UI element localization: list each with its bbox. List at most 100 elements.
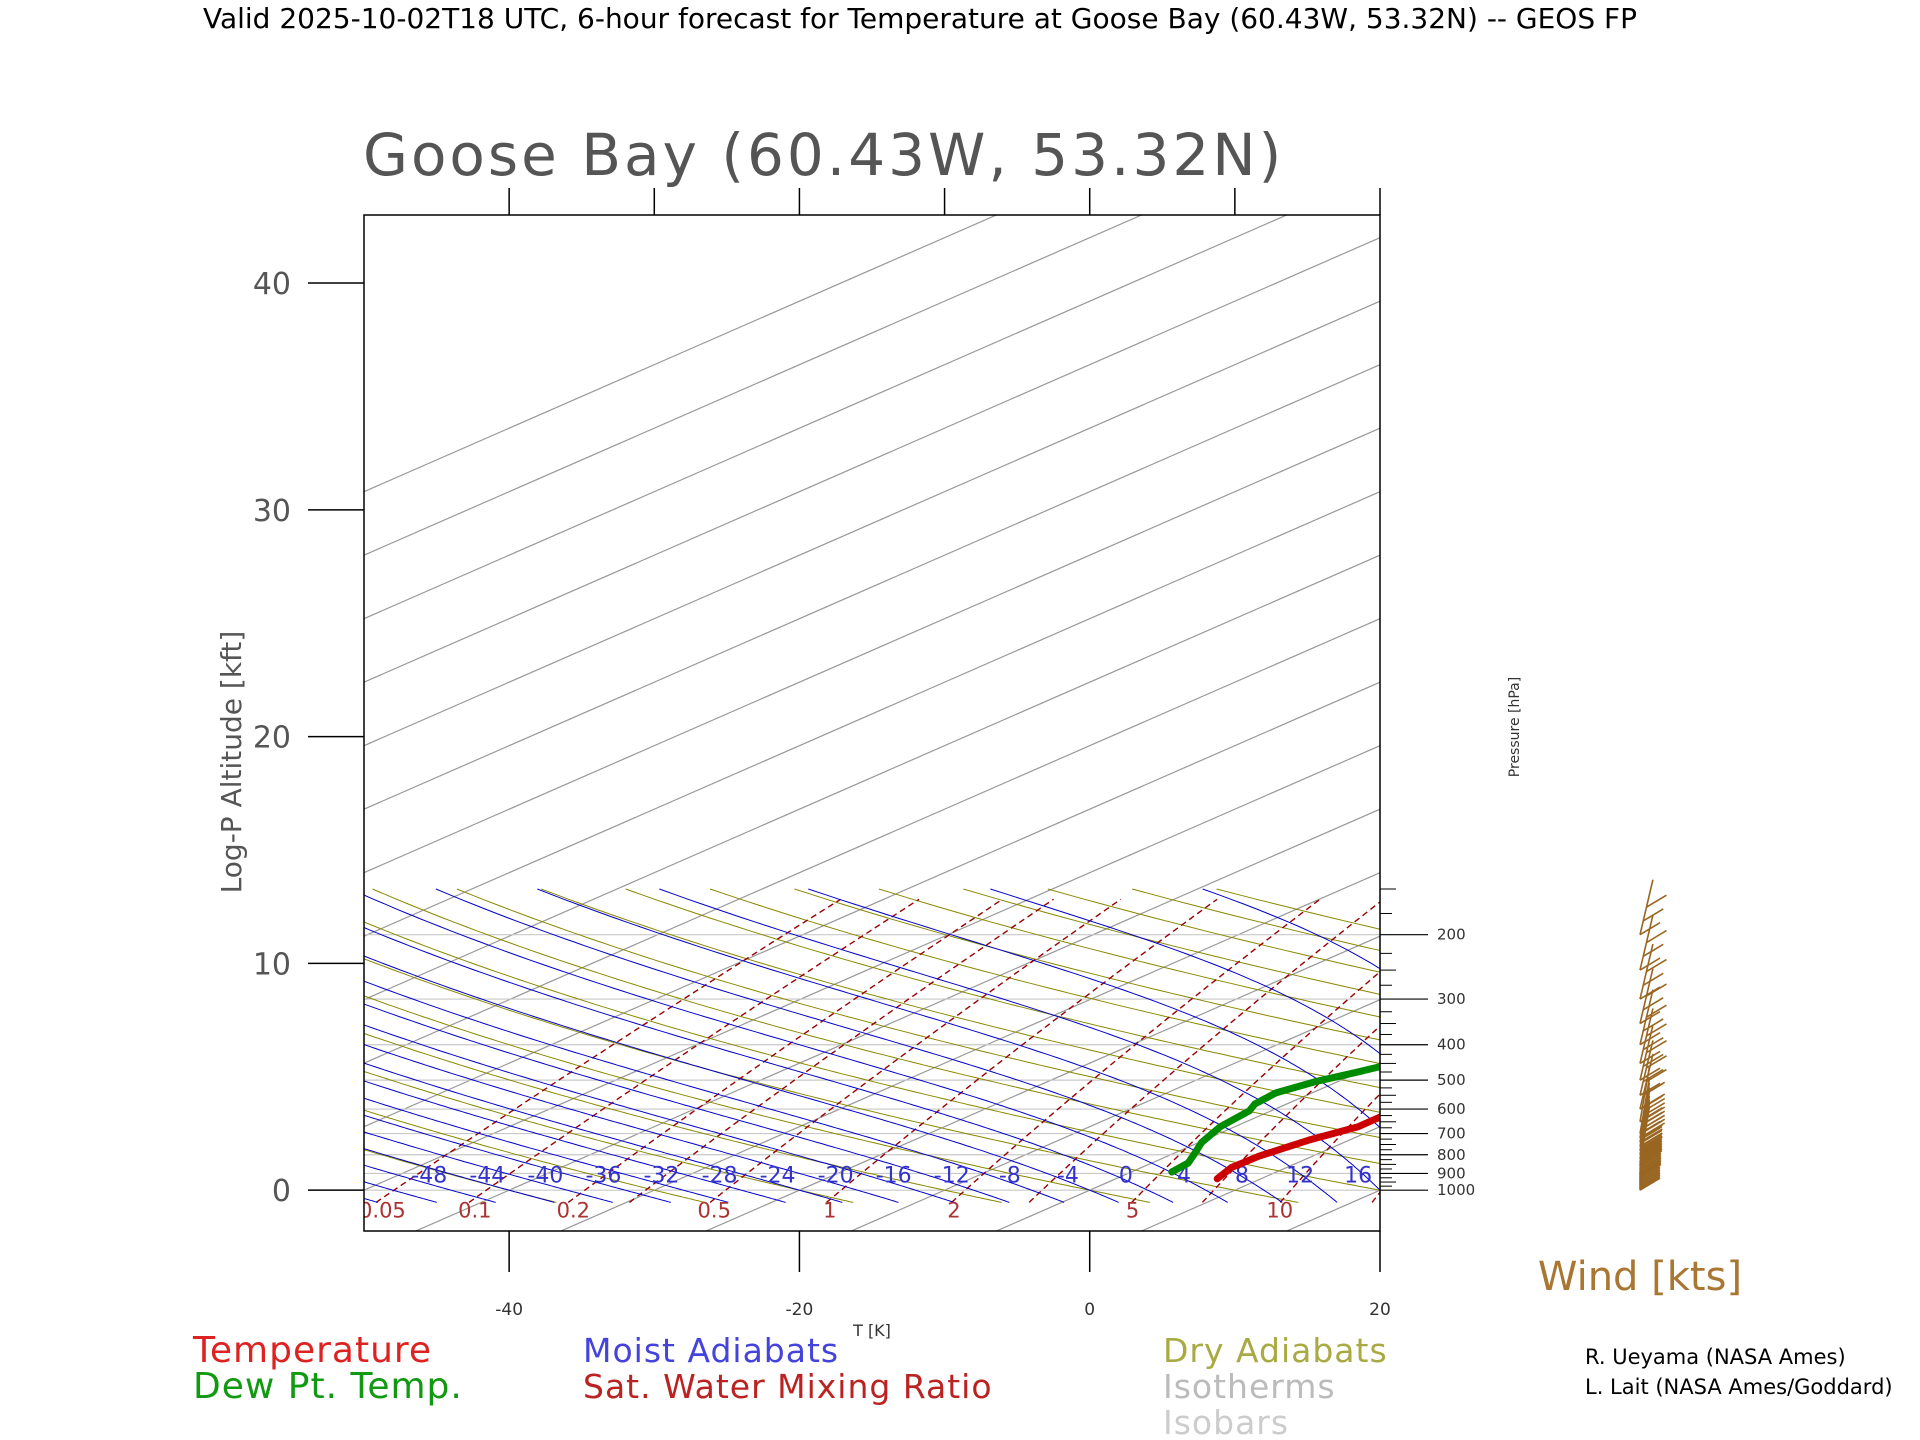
- mixing-ratio-label: 1: [823, 1199, 836, 1223]
- moist-adiabat-label: -44: [469, 1163, 505, 1188]
- mixing-ratio-label: 0.2: [557, 1199, 590, 1223]
- isotherm: [364, 745, 1380, 1191]
- isotherm: [414, 808, 1380, 1231]
- legend-item: Isotherms: [1163, 1367, 1336, 1406]
- moist-adiabat-label: -20: [818, 1163, 854, 1188]
- isotherm: [364, 300, 1380, 747]
- pressure-tick-label: 400: [1437, 1036, 1466, 1054]
- mixing-ratio-line: [709, 898, 1122, 1203]
- moist-adiabat: [364, 1148, 555, 1203]
- isotherm: [994, 1062, 1380, 1231]
- mixing-ratio-line: [567, 898, 1003, 1203]
- moist-adiabat-label: -24: [760, 1163, 796, 1188]
- plot-frame: [363, 214, 1381, 1232]
- moist-adiabat: [364, 1114, 671, 1203]
- dry-adiabat: [364, 995, 1150, 1203]
- wind-barb: [1639, 1024, 1667, 1081]
- isotherm: [364, 215, 1289, 620]
- moist-adiabat-label: -48: [411, 1163, 447, 1188]
- mixing-ratio-line: [1279, 1093, 1380, 1203]
- dry-adiabat: [364, 1109, 705, 1203]
- isotherm: [1140, 1126, 1380, 1231]
- moist-adiabat-label: 8: [1235, 1163, 1249, 1188]
- moist-adiabat-label: -12: [934, 1163, 970, 1188]
- wind-barb: [1639, 1053, 1667, 1110]
- x-tick-label: -20: [786, 1300, 814, 1320]
- moist-adiabat: [364, 1003, 1010, 1203]
- moist-adiabat-label: -36: [585, 1163, 621, 1188]
- dry-adiabat: [364, 1149, 557, 1203]
- isotherm: [364, 491, 1380, 937]
- moist-adiabat: [364, 955, 1119, 1203]
- isotherm: [364, 618, 1380, 1064]
- dry-adiabat: [794, 888, 1380, 1041]
- moist-adiabat: [364, 1097, 729, 1203]
- moist-adiabat: [364, 1131, 613, 1203]
- isotherm: [364, 364, 1380, 810]
- legend-item: Sat. Water Mixing Ratio: [583, 1367, 993, 1406]
- mixing-ratio-line: [468, 898, 920, 1203]
- moist-adiabat: [364, 1080, 786, 1203]
- dry-adiabat: [709, 888, 1380, 1065]
- pressure-tick-label: 800: [1437, 1146, 1466, 1164]
- wind-barb: [1639, 914, 1667, 971]
- moist-adiabat-label: 16: [1344, 1163, 1372, 1188]
- moist-adiabat: [0, 889, 260, 1202]
- dry-adiabat: [625, 888, 1380, 1089]
- moist-adiabat: [364, 1043, 899, 1203]
- pressure-tick-label: 900: [1437, 1164, 1466, 1182]
- dry-adiabat: [364, 1070, 854, 1203]
- moist-adiabat-label: -4: [1057, 1163, 1079, 1188]
- wind-barb: [1639, 1040, 1667, 1096]
- y-tick-label: 20: [253, 721, 291, 756]
- moist-adiabat: [364, 1164, 496, 1203]
- mixing-ratio-line: [951, 898, 1321, 1203]
- dry-adiabat: [456, 888, 1380, 1139]
- legend-item: Dry Adiabats: [1163, 1331, 1388, 1370]
- mixing-ratio-line: [628, 898, 1054, 1203]
- dry-adiabat: [364, 921, 1380, 1191]
- legend-item: Isobars: [1163, 1403, 1289, 1440]
- chart-title: Goose Bay (60.43W, 53.32N): [363, 121, 1284, 189]
- credit-line-1: R. Ueyama (NASA Ames): [1585, 1345, 1846, 1369]
- isotherm: [364, 215, 1144, 556]
- pressure-tick-label: 300: [1437, 990, 1466, 1008]
- mixing-ratio-line: [1439, 899, 1714, 1202]
- mixing-ratio-line: [1201, 1025, 1380, 1203]
- moist-adiabat: [364, 1024, 955, 1203]
- x-tick-label: 20: [1369, 1300, 1391, 1320]
- legend-item: Temperature: [192, 1330, 432, 1371]
- moist-adiabat: [364, 1181, 437, 1203]
- moist-adiabat: [990, 888, 1380, 1055]
- legend-item: Dew Pt. Temp.: [193, 1366, 463, 1407]
- mixing-ratio-label: 5: [1126, 1199, 1139, 1223]
- mixing-ratio-line: [1131, 970, 1380, 1203]
- moist-adiabat: [0, 889, 319, 1202]
- moist-adiabat-label: -32: [644, 1163, 680, 1188]
- isotherm: [1285, 1189, 1380, 1231]
- mixing-ratio-label: 0.1: [458, 1199, 491, 1223]
- isotherm: [364, 554, 1380, 1001]
- moist-adiabat: [364, 894, 1228, 1203]
- y-tick-label: 40: [253, 267, 291, 302]
- profile-series: [1168, 1063, 1380, 1183]
- isotherm: [364, 427, 1380, 874]
- moist-adiabat-label: -16: [876, 1163, 912, 1188]
- moist-adiabat-label: -40: [527, 1163, 563, 1188]
- moist-adiabat: [659, 888, 1380, 1191]
- dry-adiabat: [364, 1032, 1002, 1203]
- wind-barb: [1639, 943, 1667, 1000]
- wind-barb: [1639, 879, 1667, 936]
- dewpoint-line: [1168, 1063, 1380, 1176]
- pressure-axis-label: Pressure [hPa]: [1507, 677, 1523, 777]
- mixing-ratio-label: 0.5: [698, 1199, 731, 1223]
- dry-adiabat: [364, 958, 1299, 1203]
- moist-adiabat: [537, 888, 1338, 1203]
- moist-adiabat: [808, 888, 1380, 1129]
- x-tick-label: 0: [1084, 1300, 1095, 1320]
- legend-item: Moist Adiabats: [583, 1331, 839, 1370]
- mixing-ratio-line: [375, 898, 842, 1203]
- moist-adiabat: [364, 927, 1174, 1203]
